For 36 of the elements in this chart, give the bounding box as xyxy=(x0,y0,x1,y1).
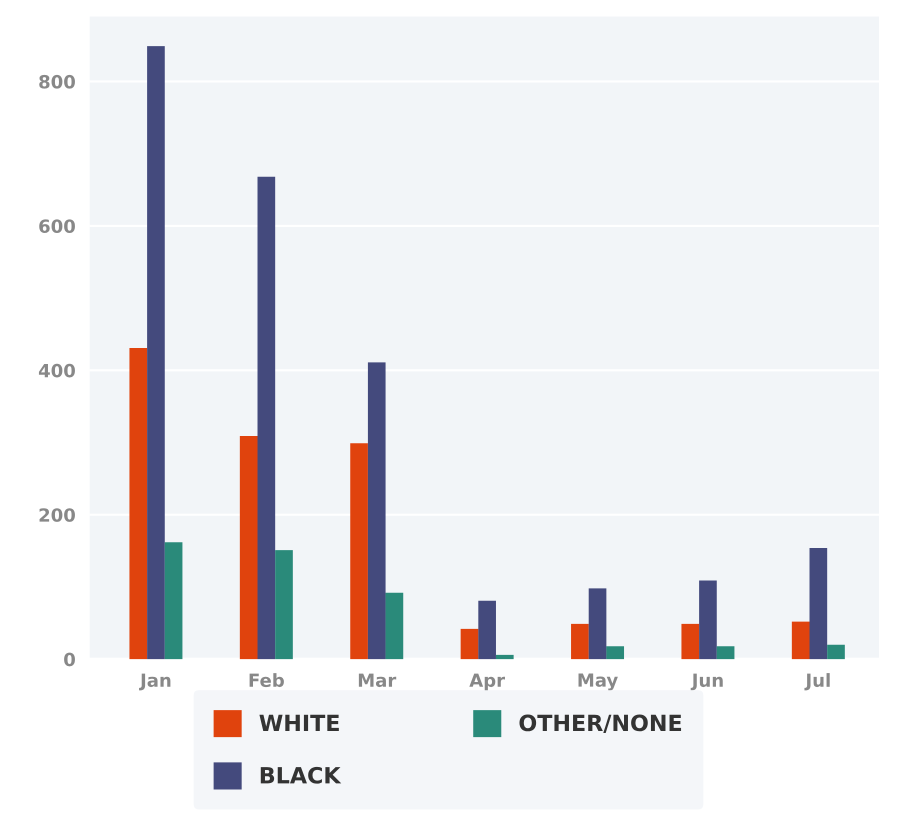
bar xyxy=(240,436,258,660)
bar xyxy=(147,46,165,660)
bar xyxy=(699,580,717,660)
bar xyxy=(496,654,514,660)
bar xyxy=(681,624,700,660)
x-tick-label: Mar xyxy=(358,674,396,688)
legend-label: OTHER/NONE xyxy=(519,714,682,734)
x-tick-label: May xyxy=(578,674,618,691)
bar xyxy=(258,176,276,660)
y-tick-label: 0 xyxy=(64,652,75,666)
legend-label: BLACK xyxy=(260,766,342,784)
bar xyxy=(275,550,293,660)
y-tick-label: 600 xyxy=(39,219,75,234)
x-tick-label: Feb xyxy=(250,673,284,688)
bar xyxy=(716,646,734,660)
legend-label: WHITE xyxy=(259,714,339,731)
bar xyxy=(827,644,845,660)
y-tick-label: 200 xyxy=(40,508,75,522)
x-tick-label: Apr xyxy=(469,674,505,691)
bar xyxy=(571,624,589,660)
y-tick-label: 400 xyxy=(38,364,75,378)
bar xyxy=(350,443,368,660)
bar xyxy=(368,362,386,660)
bar xyxy=(478,600,496,660)
bar xyxy=(164,542,182,660)
bar xyxy=(129,348,148,660)
x-tick-label: Jan xyxy=(139,674,170,690)
bar xyxy=(588,588,606,660)
bar xyxy=(792,622,810,660)
x-tick-label: Jun xyxy=(690,674,723,690)
bar xyxy=(460,628,478,660)
y-tick-label: 800 xyxy=(39,74,75,89)
bar xyxy=(386,592,404,660)
x-tick-label: Jul xyxy=(804,673,830,690)
bar xyxy=(606,646,624,660)
bar xyxy=(810,548,828,660)
